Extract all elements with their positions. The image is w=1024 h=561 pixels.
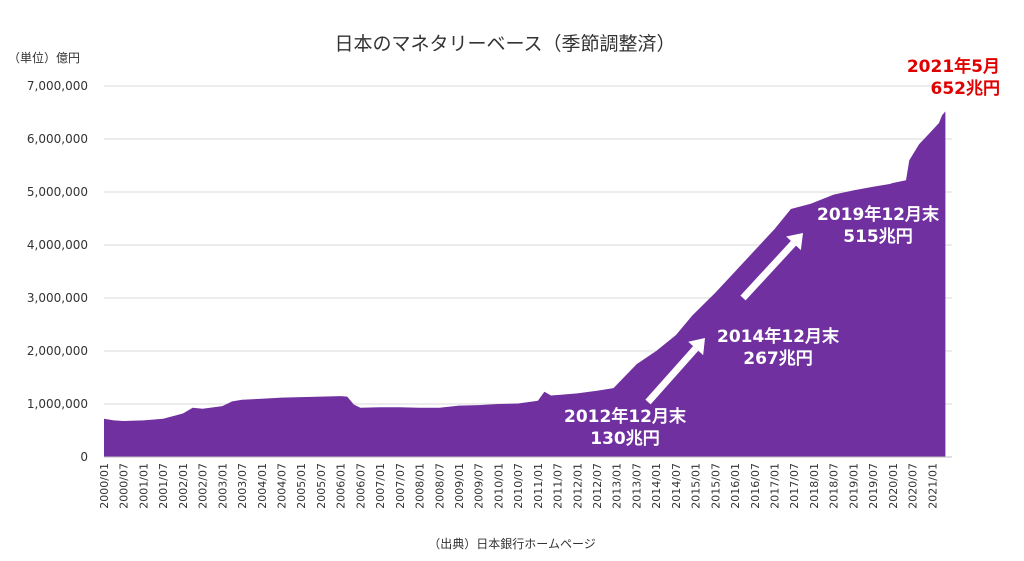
x-tick-label: 2007/01 — [374, 463, 387, 509]
x-tick-label: 2019/01 — [847, 463, 860, 509]
x-tick-label: 2005/01 — [295, 463, 308, 509]
x-tick-label: 2018/01 — [808, 463, 821, 509]
annotation-text: 130兆円 — [590, 429, 660, 449]
unit-label: （単位）億円 — [8, 50, 80, 65]
x-tick-label: 2005/07 — [315, 463, 328, 509]
x-tick-label: 2016/01 — [729, 463, 742, 509]
x-tick-label: 2019/07 — [867, 463, 880, 509]
x-tick-label: 2008/01 — [414, 463, 427, 509]
x-tick-label: 2006/07 — [354, 463, 367, 509]
arrow-shaft — [740, 240, 797, 301]
arrow-head — [786, 233, 803, 251]
x-tick-label: 2017/01 — [769, 463, 782, 509]
x-tick-label: 2016/07 — [749, 463, 762, 509]
y-tick-label: 5,000,000 — [27, 185, 88, 199]
x-tick-label: 2010/01 — [492, 463, 505, 509]
x-tick-label: 2014/07 — [670, 463, 683, 509]
x-tick-label: 2020/07 — [907, 463, 920, 509]
y-tick-label: 3,000,000 — [27, 291, 88, 305]
grid-lines — [104, 85, 952, 405]
annotation-text: 652兆円 — [931, 79, 1001, 99]
x-tick-label: 2000/07 — [118, 463, 131, 509]
arrow-head — [688, 338, 705, 356]
x-tick-label: 2009/01 — [453, 463, 466, 509]
x-tick-label: 2008/07 — [433, 463, 446, 509]
monetary-base-area — [104, 111, 946, 458]
x-tick-label: 2017/07 — [788, 463, 801, 509]
x-tick-label: 2013/01 — [611, 463, 624, 509]
y-tick-label: 4,000,000 — [27, 238, 88, 252]
y-tick-label: 2,000,000 — [27, 344, 88, 358]
y-tick-label: 1,000,000 — [27, 397, 88, 411]
x-tick-label: 2001/01 — [137, 463, 150, 509]
x-tick-label: 2000/01 — [98, 463, 111, 509]
y-axis-tick-labels: 0 1,000,000 2,000,000 3,000,000 4,000,000 5,0… — [27, 79, 88, 464]
y-tick-label: 0 — [80, 450, 88, 464]
annotation-text: 2014年12月末 — [717, 326, 840, 347]
x-tick-label: 2015/07 — [709, 463, 722, 509]
x-tick-label: 2004/01 — [256, 463, 269, 509]
x-tick-label: 2002/01 — [177, 463, 190, 509]
annotation-text: 2019年12月末 — [817, 204, 940, 225]
annotation-text: 267兆円 — [743, 349, 813, 369]
x-axis-tick-labels: 2000/01 2000/07 2001/01 2001/07 2002/01 2002/… — [98, 463, 939, 509]
x-tick-label: 2004/07 — [276, 463, 289, 509]
x-tick-label: 2013/07 — [631, 463, 644, 509]
x-tick-label: 2007/07 — [394, 463, 407, 509]
x-tick-label: 2003/01 — [216, 463, 229, 509]
x-tick-label: 2018/07 — [828, 463, 841, 509]
annotation-text: 2012年12月末 — [564, 406, 687, 427]
y-tick-label: 6,000,000 — [27, 132, 88, 146]
x-tick-label: 2003/07 — [236, 463, 249, 509]
x-tick-label: 2009/07 — [473, 463, 486, 509]
x-tick-label: 2014/01 — [650, 463, 663, 509]
annotation-text: 2021年5月 — [907, 56, 1000, 77]
x-tick-label: 2006/01 — [335, 463, 348, 509]
x-tick-label: 2015/01 — [690, 463, 703, 509]
y-tick-label: 7,000,000 — [27, 79, 88, 93]
x-tick-label: 2002/07 — [197, 463, 210, 509]
source-note: （出典）日本銀行ホームページ — [428, 537, 595, 551]
x-tick-label: 2010/07 — [512, 463, 525, 509]
x-tick-label: 2012/07 — [591, 463, 604, 509]
chart-title: 日本のマネタリーベース（季節調整済） — [334, 33, 675, 55]
x-tick-label: 2001/07 — [157, 463, 170, 509]
x-tick-label: 2011/07 — [552, 463, 565, 509]
x-tick-label: 2021/01 — [926, 463, 939, 509]
arrow-shaft — [645, 346, 699, 405]
x-tick-label: 2012/01 — [571, 463, 584, 509]
x-tick-label: 2011/01 — [532, 463, 545, 509]
x-tick-label: 2020/01 — [887, 463, 900, 509]
annotation-arrows — [645, 233, 803, 405]
annotation-text: 515兆円 — [843, 227, 913, 247]
